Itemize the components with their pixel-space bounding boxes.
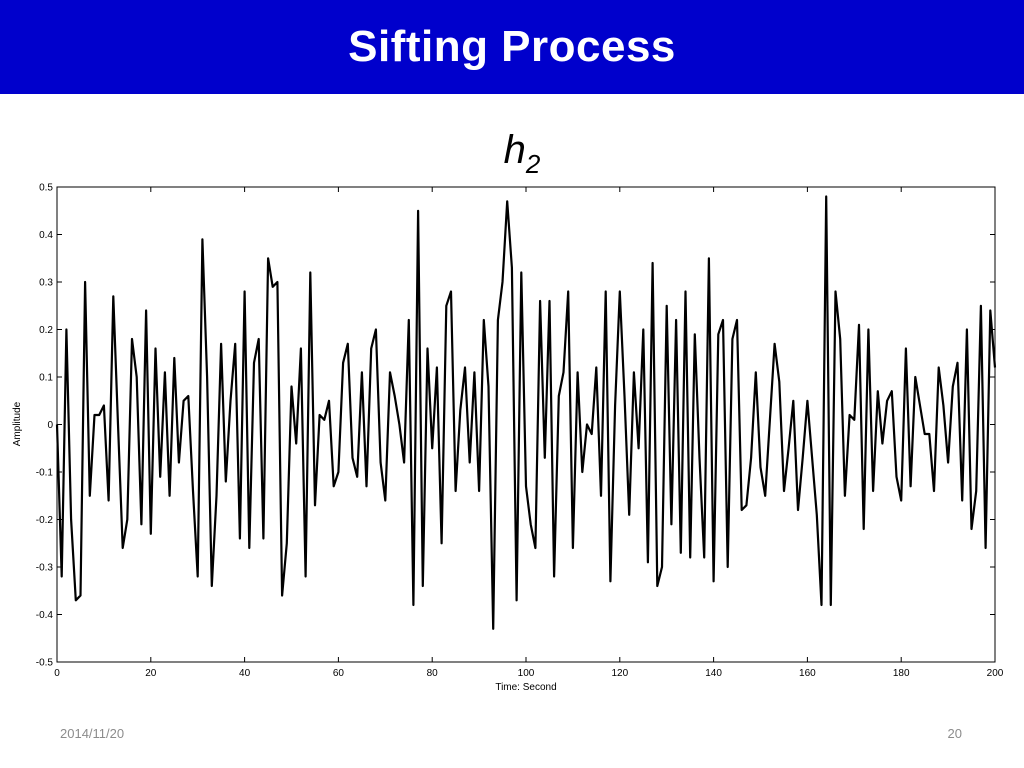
x-tick-label: 20 <box>145 668 157 679</box>
y-axis-label: Amplitude <box>12 401 23 446</box>
x-tick-label: 180 <box>893 668 910 679</box>
line-chart: -0.5 -0.4 -0.3 -0.2 -0.1 0 0.1 0.2 0.3 0.4 0.5 0 20… <box>12 183 1004 694</box>
y-tick-label: 0.4 <box>39 230 53 241</box>
x-axis-label: Time: Second <box>495 682 556 693</box>
x-tick-label: 160 <box>799 668 816 679</box>
series-layer <box>55 195 997 630</box>
y-tick-label: 0.3 <box>39 278 53 289</box>
y-tick-label: 0.5 <box>39 183 53 194</box>
slide-title: Sifting Process <box>348 22 676 71</box>
x-tick-label: 140 <box>705 668 722 679</box>
x-tick-label: 120 <box>611 668 628 679</box>
x-axis: 0 20 40 60 80 100 120 140 160 180 200 <box>54 187 1004 679</box>
x-tick-label: 0 <box>54 668 60 679</box>
subtitle-base: h <box>503 128 526 172</box>
y-tick-label: -0.1 <box>36 468 54 479</box>
y-tick-label: 0 <box>47 420 53 431</box>
y-tick-label: -0.3 <box>36 563 54 574</box>
y-tick-label: -0.4 <box>36 610 54 621</box>
y-tick-label: 0.2 <box>39 325 53 336</box>
y-tick-label: -0.5 <box>36 658 54 669</box>
title-bar: Sifting Process <box>0 0 1024 94</box>
y-axis: -0.5 -0.4 -0.3 -0.2 -0.1 0 0.1 0.2 0.3 0.4 0.5 <box>36 183 995 669</box>
chart-subtitle: h2 <box>0 128 1024 180</box>
page-number: 20 <box>947 726 962 741</box>
footer-date: 2014/11/20 <box>60 726 125 741</box>
x-tick-label: 40 <box>239 668 251 679</box>
x-tick-label: 200 <box>987 668 1004 679</box>
x-tick-label: 60 <box>333 668 345 679</box>
x-tick-label: 80 <box>427 668 439 679</box>
x-tick-label: 100 <box>518 668 535 679</box>
plot-area <box>56 186 996 663</box>
subtitle-subscript: 2 <box>525 149 541 179</box>
y-tick-label: 0.1 <box>39 373 53 384</box>
series-line <box>55 195 997 630</box>
y-tick-label: -0.2 <box>36 515 54 526</box>
